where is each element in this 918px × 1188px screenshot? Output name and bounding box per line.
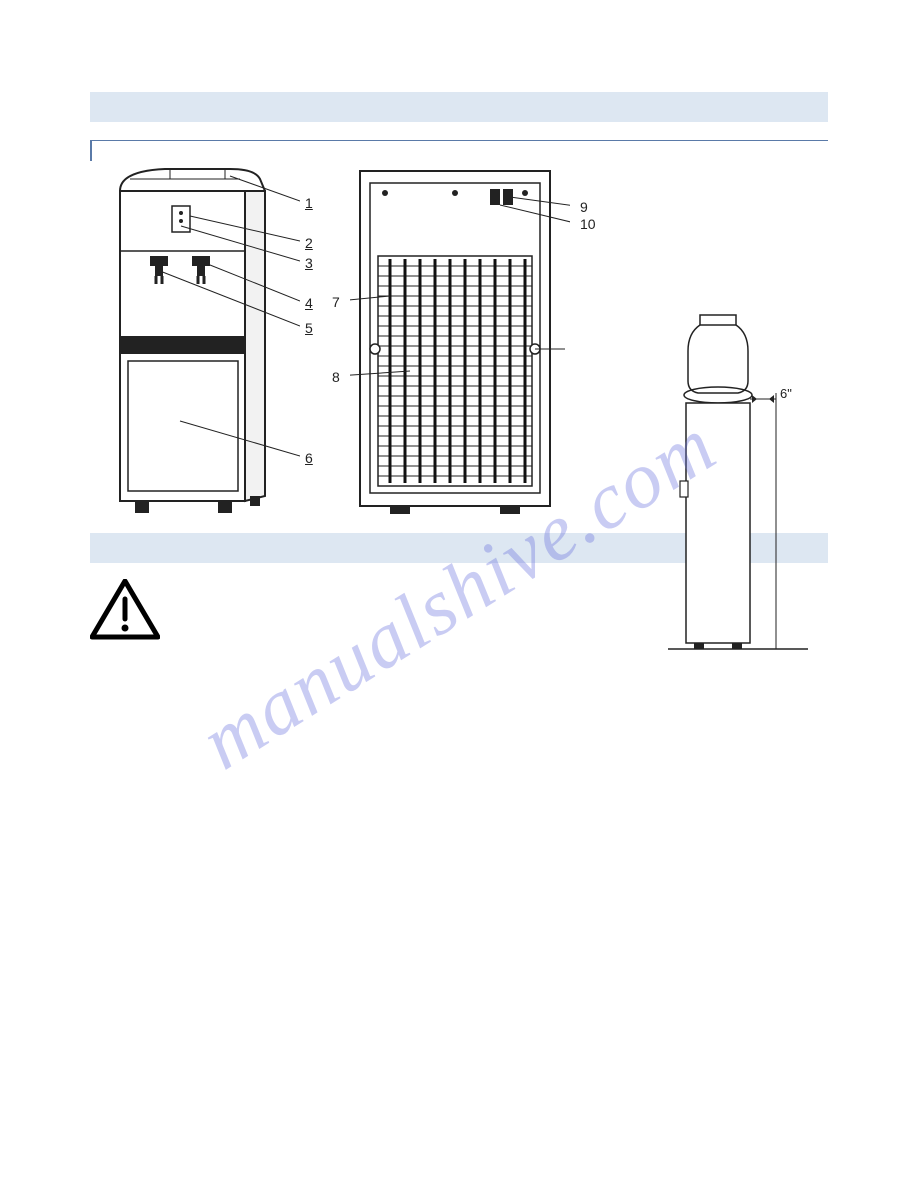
callout-6: 6 (305, 450, 313, 466)
manual-page: 1 2 3 4 5 6 (0, 0, 918, 701)
front-dispenser-svg (100, 161, 300, 521)
front-view-diagram: 1 2 3 4 5 6 (100, 161, 300, 521)
callout-9: 9 (580, 199, 588, 215)
callout-3: 3 (305, 255, 313, 271)
callout-5: 5 (305, 320, 313, 336)
horizontal-rule (90, 140, 828, 141)
warning-triangle-icon (90, 579, 160, 641)
callout-10: 10 (580, 216, 596, 232)
rear-view-diagram: 9 10 7 8 (350, 161, 570, 521)
section-bar-top (90, 92, 828, 122)
callout-2: 2 (305, 235, 313, 251)
side-dispenser-svg (658, 311, 818, 661)
callout-8: 8 (332, 369, 340, 385)
rear-dispenser-svg (350, 161, 570, 521)
clearance-label: 6" (780, 386, 792, 401)
callout-1: 1 (305, 195, 313, 211)
callout-7: 7 (332, 294, 340, 310)
callout-4: 4 (305, 295, 313, 311)
rule-tick (90, 141, 92, 161)
side-view-diagram: 6" (658, 311, 818, 661)
